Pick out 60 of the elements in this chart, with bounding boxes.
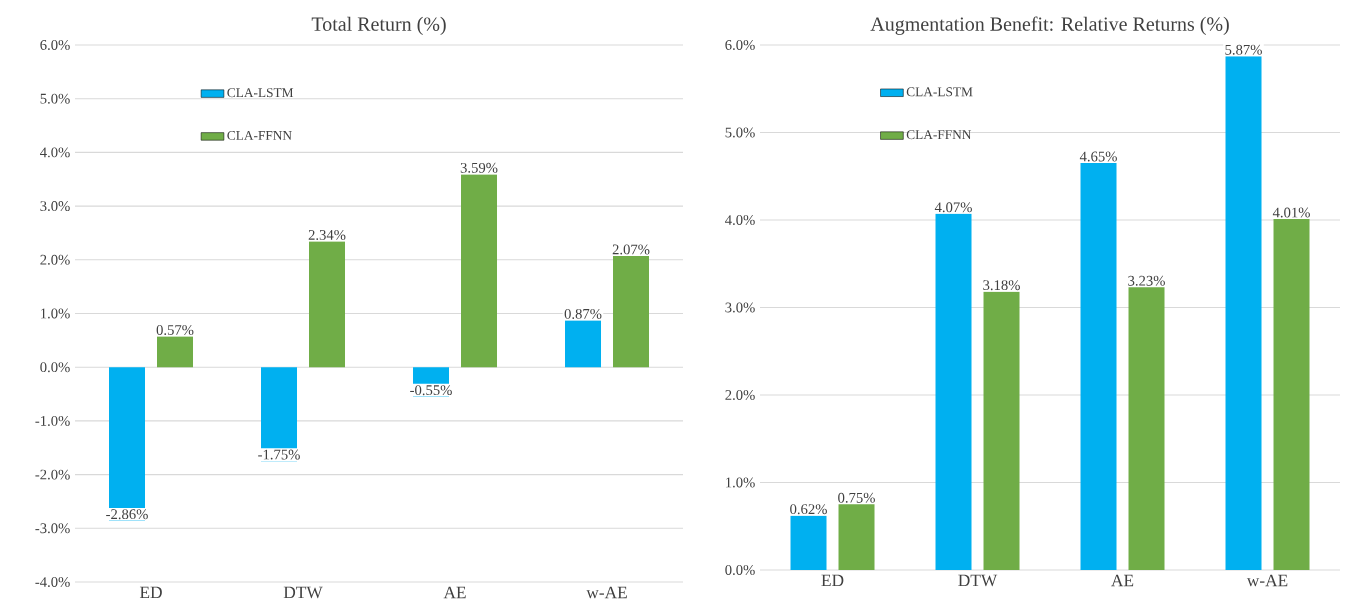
x-tick-label: AE <box>443 586 466 599</box>
data-label: 2.34% <box>308 229 346 240</box>
bar <box>157 336 194 368</box>
bar <box>935 213 972 570</box>
x-tick-label: w-AE <box>1246 574 1288 587</box>
legend-label: CLA-FFNN <box>906 130 972 140</box>
y-tick-label: 3.0% <box>40 201 70 212</box>
bar <box>613 256 650 368</box>
bar <box>1128 287 1165 570</box>
y-tick-label: 1.0% <box>726 477 755 488</box>
y-tick-label: 0.0% <box>40 362 70 373</box>
y-tick-label: 6.0% <box>725 40 755 50</box>
bar <box>838 504 875 570</box>
bar <box>1225 56 1262 570</box>
y-tick-label: -4.0% <box>35 577 70 587</box>
y-tick-label: 3.0% <box>725 302 755 313</box>
data-label: 0.62% <box>790 504 827 515</box>
x-tick-label: ED <box>821 574 844 587</box>
data-label: -1.75% <box>258 449 300 460</box>
bar <box>1080 163 1117 570</box>
legend-label: CLA-LSTM <box>227 88 294 98</box>
x-tick-label: w-AE <box>586 586 627 599</box>
data-label: 5.87% <box>1225 44 1262 55</box>
y-tick-label: -1.0% <box>35 415 70 426</box>
y-tick-label: 0.0% <box>725 565 755 575</box>
data-label: 4.01% <box>1272 207 1310 218</box>
chart-title: Augmentation Benefit: Relative Returns (%) <box>870 16 1229 35</box>
x-tick-label: DTW <box>958 574 998 587</box>
y-tick-label: 4.0% <box>40 147 70 158</box>
x-tick-label: ED <box>139 586 162 599</box>
data-label: 3.23% <box>1128 275 1165 286</box>
bar <box>309 241 346 368</box>
legend-label: CLA-LSTM <box>906 87 973 97</box>
data-label: 3.18% <box>983 280 1020 291</box>
x-tick-label: AE <box>1111 574 1134 587</box>
y-tick-label: 2.0% <box>40 254 70 265</box>
data-label: 4.07% <box>934 202 972 213</box>
data-label: -0.55% <box>410 385 452 396</box>
y-tick-label: 5.0% <box>40 93 70 104</box>
data-label: -2.86% <box>106 509 148 520</box>
bar <box>790 515 827 570</box>
y-tick-label: 4.0% <box>725 215 755 225</box>
bar <box>1273 219 1310 570</box>
legend-label: CLA-FFNN <box>227 131 292 140</box>
y-tick-label: 5.0% <box>725 127 755 138</box>
bar <box>461 174 498 368</box>
y-tick-label: -2.0% <box>35 469 70 480</box>
data-label: 0.57% <box>156 325 194 335</box>
y-tick-label: -3.0% <box>35 523 70 534</box>
data-label: 3.59% <box>460 162 498 173</box>
chart-title: Total Return (%) <box>311 16 446 35</box>
y-tick-label: 6.0% <box>40 40 70 50</box>
x-tick-label: DTW <box>283 586 323 599</box>
y-tick-label: 1.0% <box>41 308 70 319</box>
data-label: 4.65% <box>1079 151 1117 162</box>
data-label: 2.07% <box>612 244 650 255</box>
y-tick-label: 2.0% <box>725 390 755 400</box>
data-label: 0.75% <box>838 492 875 503</box>
data-label: 0.87% <box>564 308 602 319</box>
bar <box>983 291 1020 570</box>
